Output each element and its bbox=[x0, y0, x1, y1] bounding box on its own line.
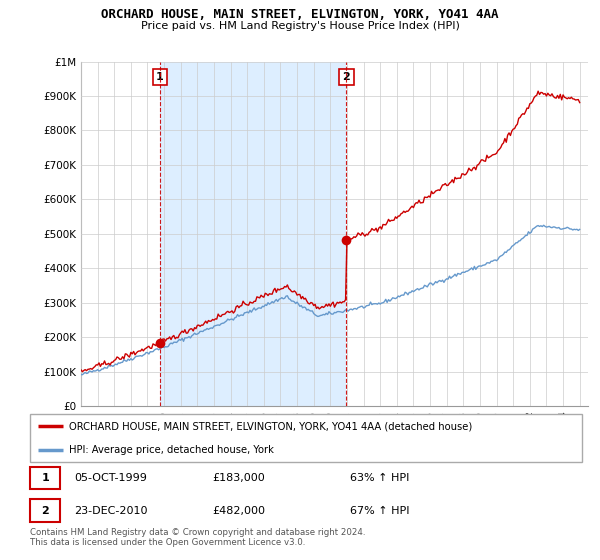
Text: 2: 2 bbox=[41, 506, 49, 516]
Text: £482,000: £482,000 bbox=[212, 506, 265, 516]
Text: 67% ↑ HPI: 67% ↑ HPI bbox=[350, 506, 410, 516]
Text: 2: 2 bbox=[343, 72, 350, 82]
Text: Contains HM Land Registry data © Crown copyright and database right 2024.
This d: Contains HM Land Registry data © Crown c… bbox=[30, 528, 365, 547]
Bar bbox=[160, 62, 346, 406]
Text: ORCHARD HOUSE, MAIN STREET, ELVINGTON, YORK, YO41 4AA: ORCHARD HOUSE, MAIN STREET, ELVINGTON, Y… bbox=[101, 8, 499, 21]
Text: £183,000: £183,000 bbox=[212, 473, 265, 483]
Text: Price paid vs. HM Land Registry's House Price Index (HPI): Price paid vs. HM Land Registry's House … bbox=[140, 21, 460, 31]
Text: 05-OCT-1999: 05-OCT-1999 bbox=[74, 473, 147, 483]
Text: ORCHARD HOUSE, MAIN STREET, ELVINGTON, YORK, YO41 4AA (detached house): ORCHARD HOUSE, MAIN STREET, ELVINGTON, Y… bbox=[68, 421, 472, 431]
Text: 1: 1 bbox=[156, 72, 164, 82]
Text: 63% ↑ HPI: 63% ↑ HPI bbox=[350, 473, 410, 483]
Bar bbox=[30, 466, 61, 489]
Text: 23-DEC-2010: 23-DEC-2010 bbox=[74, 506, 148, 516]
Text: 1: 1 bbox=[41, 473, 49, 483]
Bar bbox=[30, 500, 61, 522]
Text: HPI: Average price, detached house, York: HPI: Average price, detached house, York bbox=[68, 445, 274, 455]
